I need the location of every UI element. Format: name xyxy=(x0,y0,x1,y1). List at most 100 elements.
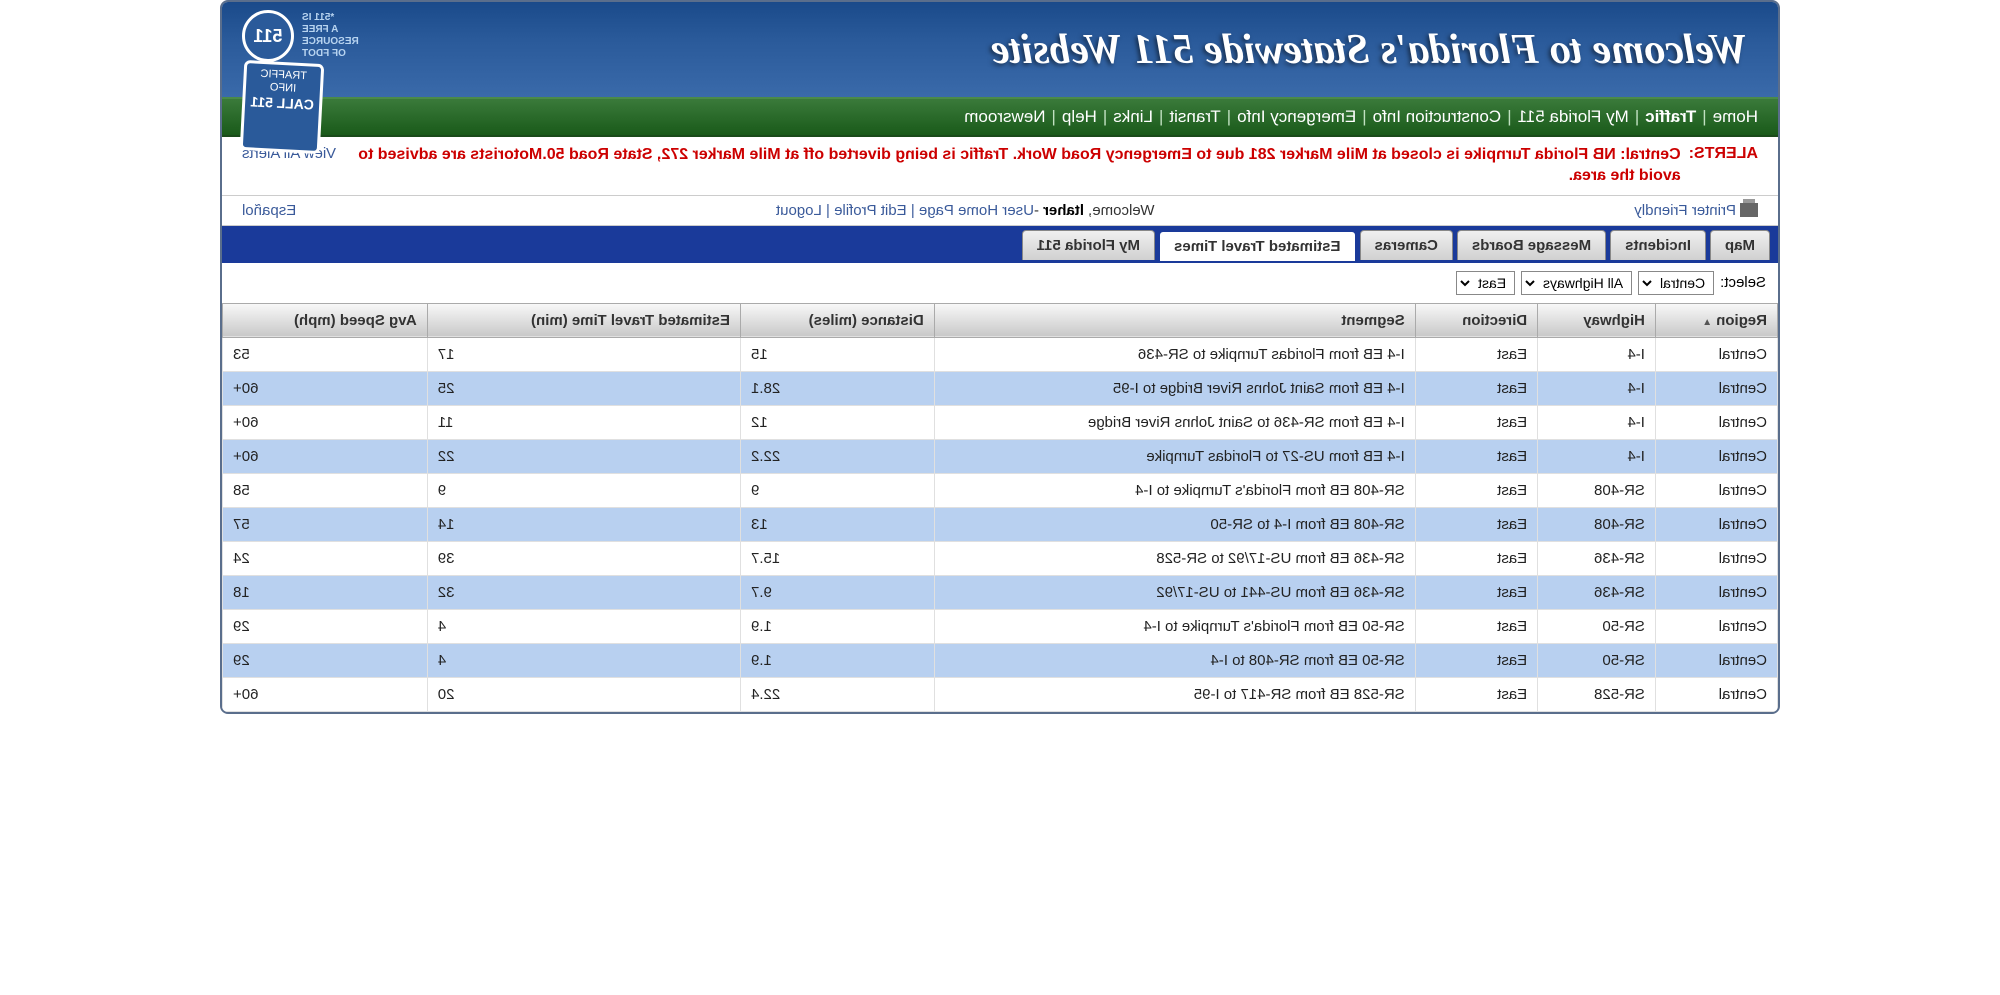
nav-separator: | xyxy=(1362,107,1366,127)
table-header-row: Region▲HighwayDirectionSegmentDistance (… xyxy=(223,303,1778,337)
tab-message-boards[interactable]: Message Boards xyxy=(1457,230,1606,260)
traffic-sign-icon: TRAFFIC INFO CALL 511 xyxy=(240,60,325,154)
nav-link-help[interactable]: Help xyxy=(1062,107,1097,127)
column-header-region[interactable]: Region▲ xyxy=(1655,303,1777,337)
column-header-segment[interactable]: Segment xyxy=(934,303,1415,337)
tab-incidents[interactable]: Incidents xyxy=(1610,230,1706,260)
nav-link-emergency-info[interactable]: Emergency Info xyxy=(1237,107,1356,127)
cell-highway: SR-528 xyxy=(1538,677,1656,711)
table-row: CentralSR-408EastSR-408 EB from Florida'… xyxy=(223,473,1778,507)
cell-distance: 9 xyxy=(741,473,935,507)
cell-region: Central xyxy=(1655,541,1777,575)
header-banner: Welcome to Florida's Statewide 511 Websi… xyxy=(222,2,1778,97)
table-row: CentralSR-436EastSR-436 EB from US-17/92… xyxy=(223,541,1778,575)
travel-times-table: Region▲HighwayDirectionSegmentDistance (… xyxy=(222,303,1778,712)
cell-time: 14 xyxy=(427,507,740,541)
highway-select[interactable]: All Highways xyxy=(1521,271,1632,295)
tab-bar: MapIncidentsMessage BoardsCamerasEstimat… xyxy=(222,226,1778,263)
espanol-link[interactable]: Español xyxy=(242,202,296,219)
user-link-edit-profile[interactable]: Edit Profile xyxy=(834,202,907,219)
cell-speed: 60+ xyxy=(223,677,428,711)
tab-estimated-travel-times[interactable]: Estimated Travel Times xyxy=(1159,231,1355,261)
column-header-estimated[interactable]: Estimated Travel Time (min) xyxy=(427,303,740,337)
cell-speed: 29 xyxy=(223,643,428,677)
cell-time: 25 xyxy=(427,371,740,405)
nav-link-home[interactable]: Home xyxy=(1713,107,1758,127)
nav-link-links[interactable]: Links xyxy=(1113,107,1153,127)
cell-distance: 13 xyxy=(741,507,935,541)
cell-highway: I-4 xyxy=(1538,337,1656,371)
cell-segment: SR-436 EB from US-441 to US-17/92 xyxy=(934,575,1415,609)
cell-direction: East xyxy=(1415,609,1537,643)
cell-direction: East xyxy=(1415,643,1537,677)
cell-distance: 22.4 xyxy=(741,677,935,711)
cell-distance: 28.1 xyxy=(741,371,935,405)
table-row: CentralSR-50EastSR-50 EB from Florida's … xyxy=(223,609,1778,643)
cell-distance: 15 xyxy=(741,337,935,371)
cell-time: 9 xyxy=(427,473,740,507)
cell-segment: I-4 EB from Saint Johns River Bridge to … xyxy=(934,371,1415,405)
column-header-distance[interactable]: Distance (miles) xyxy=(741,303,935,337)
filter-label: Select: xyxy=(1720,274,1766,291)
cell-region: Central xyxy=(1655,371,1777,405)
table-row: CentralI-4EastI-4 EB from SR-436 to Sain… xyxy=(223,405,1778,439)
cell-direction: East xyxy=(1415,575,1537,609)
cell-distance: 12 xyxy=(741,405,935,439)
logo-area: *511 IS A FREE RESOURCE OF FDOT 511 xyxy=(242,10,359,62)
printer-friendly-link[interactable]: Printer Friendly xyxy=(1634,202,1736,219)
nav-link-my-florida-511[interactable]: My Florida 511 xyxy=(1518,107,1629,127)
cell-direction: East xyxy=(1415,541,1537,575)
cell-distance: 9.7 xyxy=(741,575,935,609)
nav-link-construction-info[interactable]: Construction Info xyxy=(1373,107,1502,127)
nav-link-traffic[interactable]: Traffic xyxy=(1645,107,1696,127)
nav-separator: | xyxy=(1227,107,1231,127)
cell-direction: East xyxy=(1415,405,1537,439)
user-bar: Printer Friendly Welcome, ltaher - User … xyxy=(222,196,1778,226)
table-header: Region▲HighwayDirectionSegmentDistance (… xyxy=(223,303,1778,337)
user-link-user-home-page[interactable]: User Home Page xyxy=(919,202,1034,219)
cell-segment: SR-408 EB from I-4 to SR-50 xyxy=(934,507,1415,541)
cell-speed: 24 xyxy=(223,541,428,575)
table-row: CentralI-4EastI-4 EB from US-27 to Flori… xyxy=(223,439,1778,473)
column-header-direction[interactable]: Direction xyxy=(1415,303,1537,337)
sort-arrow-icon: ▲ xyxy=(1702,317,1712,328)
table-row: CentralI-4EastI-4 EB from Floridas Turnp… xyxy=(223,337,1778,371)
nav-link-newsroom[interactable]: Newsroom xyxy=(964,107,1045,127)
cell-region: Central xyxy=(1655,609,1777,643)
cell-highway: SR-50 xyxy=(1538,643,1656,677)
cell-time: 17 xyxy=(427,337,740,371)
page-title: Welcome to Florida's Statewide 511 Websi… xyxy=(991,26,1748,74)
region-select[interactable]: Central xyxy=(1638,271,1714,295)
nav-link-transit[interactable]: Transit xyxy=(1169,107,1220,127)
user-link-separator: | xyxy=(907,202,919,219)
cell-region: Central xyxy=(1655,337,1777,371)
cell-time: 32 xyxy=(427,575,740,609)
tab-cameras[interactable]: Cameras xyxy=(1360,230,1453,260)
cell-distance: 22.2 xyxy=(741,439,935,473)
alerts-label: ALERTS: xyxy=(1689,145,1758,163)
cell-direction: East xyxy=(1415,337,1537,371)
cell-region: Central xyxy=(1655,643,1777,677)
cell-segment: I-4 EB from Floridas Turnpike to SR-436 xyxy=(934,337,1415,371)
cell-speed: 60+ xyxy=(223,371,428,405)
table-row: CentralSR-50EastSR-50 EB from SR-408 to … xyxy=(223,643,1778,677)
welcome-prefix: Welcome, xyxy=(1084,202,1155,219)
cell-segment: SR-50 EB from Florida's Turnpike to I-4 xyxy=(934,609,1415,643)
tab-map[interactable]: Map xyxy=(1710,230,1770,260)
cell-time: 4 xyxy=(427,609,740,643)
cell-highway: I-4 xyxy=(1538,439,1656,473)
cell-highway: SR-436 xyxy=(1538,541,1656,575)
nav-separator: | xyxy=(1159,107,1163,127)
table-row: CentralSR-528EastSR-528 EB from SR-417 t… xyxy=(223,677,1778,711)
cell-region: Central xyxy=(1655,677,1777,711)
direction-select[interactable]: East xyxy=(1456,271,1515,295)
cell-segment: I-4 EB from SR-436 to Saint Johns River … xyxy=(934,405,1415,439)
tab-my-florida-511[interactable]: My Florida 511 xyxy=(1022,230,1155,260)
cell-direction: East xyxy=(1415,371,1537,405)
cell-segment: SR-528 EB from SR-417 to I-95 xyxy=(934,677,1415,711)
cell-highway: SR-408 xyxy=(1538,473,1656,507)
column-header-highway[interactable]: Highway xyxy=(1538,303,1656,337)
column-header-avg[interactable]: Avg Speed (mph) xyxy=(223,303,428,337)
user-link-logout[interactable]: Logout xyxy=(776,202,822,219)
cell-speed: 53 xyxy=(223,337,428,371)
